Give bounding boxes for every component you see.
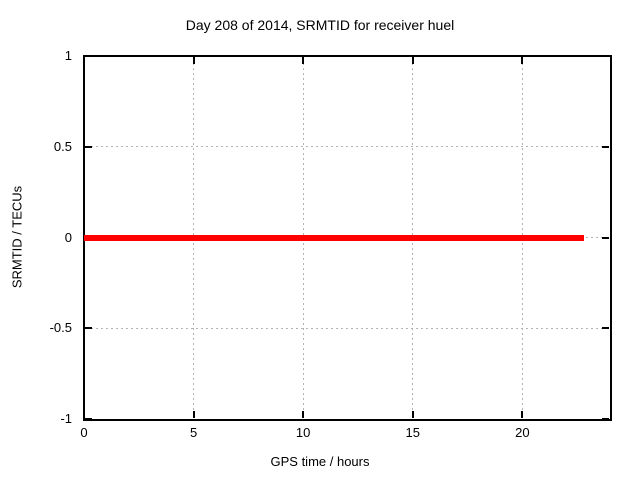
x-tick-bottom-10 xyxy=(302,411,305,418)
y-tick-label--0.5: -0.5 xyxy=(49,320,72,336)
x-tick-bottom-5 xyxy=(192,411,195,418)
x-tick-label-15: 15 xyxy=(405,425,420,440)
x-tick-top-15 xyxy=(411,57,414,64)
y-tick-right--1 xyxy=(602,418,609,420)
x-tick-label-10: 10 xyxy=(295,425,311,440)
y-tick-label-0.5: 0.5 xyxy=(53,138,72,154)
gridline-y-0.5 xyxy=(86,146,608,148)
x-tick-label-0: 0 xyxy=(80,425,88,440)
gridline-y--0.5 xyxy=(86,327,608,329)
y-tick-left-0.5 xyxy=(85,145,92,148)
y-tick-label-0: 0 xyxy=(64,229,72,245)
x-tick-top-5 xyxy=(192,57,195,64)
y-tick-right--0.5 xyxy=(602,327,609,330)
x-tick-top-0 xyxy=(83,57,85,64)
y-tick-left--0.5 xyxy=(85,327,92,330)
y-tick-right-0 xyxy=(602,236,609,239)
x-axis-label: GPS time / hours xyxy=(270,454,370,469)
x-tick-label-5: 5 xyxy=(189,425,198,440)
y-tick-left--1 xyxy=(85,418,92,420)
series-SRMTID xyxy=(84,234,584,241)
y-tick-right-0.5 xyxy=(602,145,609,148)
x-tick-bottom-20 xyxy=(521,411,524,418)
x-tick-bottom-15 xyxy=(411,411,414,418)
x-tick-top-20 xyxy=(521,57,524,64)
x-tick-label-20: 20 xyxy=(515,425,530,440)
y-tick-label--1: -1 xyxy=(60,411,72,426)
x-tick-bottom-0 xyxy=(83,411,85,418)
y-tick-right-1 xyxy=(602,55,609,57)
y-tick-left-1 xyxy=(85,55,92,57)
x-tick-top-10 xyxy=(302,57,305,64)
y-tick-label-1: 1 xyxy=(64,48,72,63)
chart-title: Day 208 of 2014, SRMTID for receiver hue… xyxy=(185,17,455,33)
